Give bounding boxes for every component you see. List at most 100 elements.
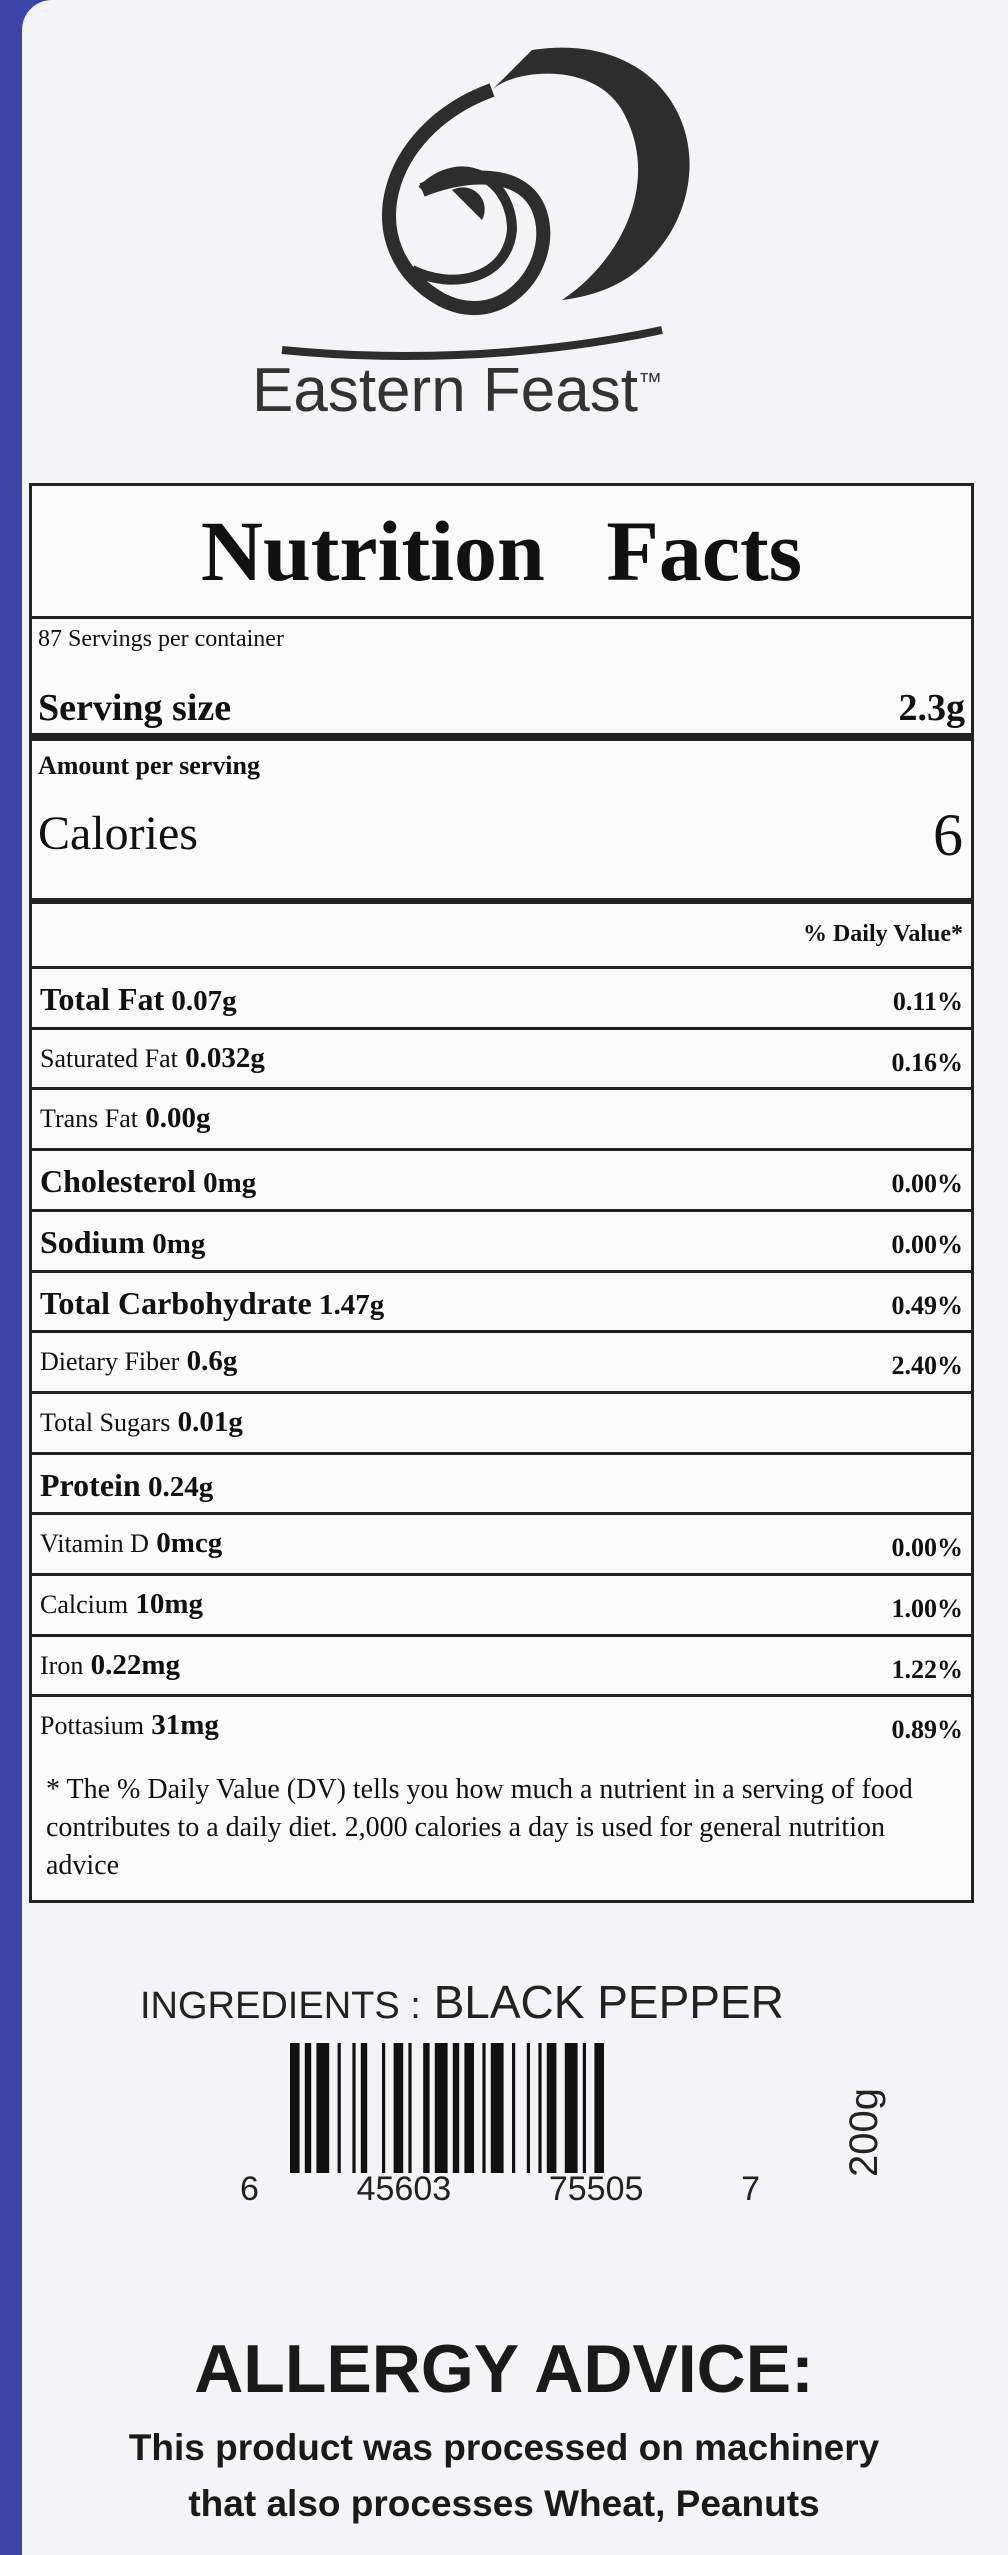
barcode-digits: 6 45603 75505 7	[240, 2170, 760, 2209]
nutrient-row: Total Carbohydrate 1.47g 0.49%	[32, 1269, 971, 1333]
nutrient: Trans Fat 0.00g	[40, 1102, 211, 1135]
logo	[281, 47, 690, 360]
barcode-bar	[337, 2043, 341, 2173]
barcode-digit-group: 45603	[356, 2170, 452, 2208]
barcode-bar	[408, 2043, 412, 2173]
nutrient: Cholesterol 0mg	[40, 1163, 256, 1200]
nutrient-amount: 0.24g	[147, 1470, 214, 1503]
ingredients-value: BLACK PEPPER	[433, 1976, 784, 2028]
nutrient-name: Total Sugars	[40, 1407, 171, 1437]
barcode-bar	[393, 2043, 404, 2173]
nutrient-amount: 0.01g	[177, 1405, 243, 1438]
dv-header: % Daily Value*	[802, 921, 963, 947]
allergy-title: ALLERGY ADVICE:	[194, 2331, 814, 2407]
brand: Eastern Feast™	[252, 355, 662, 426]
nutrient-dv: 0.89%	[891, 1715, 964, 1745]
nutrient: Protein 0.24g	[40, 1467, 213, 1504]
ingredients-label: INGREDIENTS :	[140, 1985, 421, 2027]
nutrient-name: Total Fat	[40, 981, 165, 1017]
nutrient: Dietary Fiber 0.6g	[40, 1345, 237, 1378]
servings: 87 Servings per container	[38, 626, 284, 652]
nutrient-amount: 0.00g	[145, 1102, 211, 1135]
nutrient: Total Carbohydrate 1.47g	[40, 1285, 384, 1322]
weight: 200g	[841, 2088, 886, 2177]
nutrient-row: Pottasium 31mg 0.89%	[32, 1694, 971, 1757]
barcode-bar	[423, 2043, 430, 2173]
barcode-digit-group: 6	[240, 2170, 259, 2208]
barcode-bar	[490, 2043, 504, 2173]
nutrient-dv: 1.22%	[891, 1654, 964, 1684]
nutrient: Total Sugars 0.01g	[40, 1406, 243, 1439]
nutrient-row: Iron 0.22mg 1.22%	[32, 1633, 971, 1697]
nutrient: Calcium 10mg	[40, 1588, 203, 1621]
nutrition-title: Nutrition Facts	[200, 503, 803, 599]
nutrient-name: Protein	[40, 1466, 141, 1503]
nutrition-facts: Nutrition Facts 87 Servings per containe…	[29, 483, 974, 1903]
barcode-digit-group: 75505	[548, 2170, 644, 2208]
barcode-bar	[482, 2043, 486, 2173]
nutrient-row: Protein 0.24g	[32, 1451, 971, 1515]
nutrient: Vitamin D 0mcg	[40, 1527, 222, 1560]
nutrient-row: Cholesterol 0mg 0.00%	[32, 1148, 971, 1211]
nutrient: Iron 0.22mg	[40, 1649, 180, 1682]
nutrient-row: Calcium 10mg 1.00%	[32, 1573, 971, 1636]
serving-size-label: Serving size	[38, 687, 232, 729]
barcode-bar	[526, 2043, 530, 2173]
nutrient-dv: 0.00%	[891, 1533, 964, 1563]
nutrient-name: Pottasium	[40, 1711, 145, 1741]
footnote: * The % Daily Value (DV) tells you how m…	[46, 1774, 913, 1881]
nutrient-name: Cholesterol	[40, 1163, 196, 1200]
barcode-bar	[452, 2043, 460, 2173]
nutrient-amount: 0.032g	[185, 1041, 265, 1074]
nutrient-amount: 0.07g	[171, 985, 237, 1017]
nutrient-name: Sodium	[40, 1223, 145, 1260]
calories-value: 6	[933, 802, 963, 868]
nutrient-amount: 0.22mg	[90, 1648, 180, 1681]
barcode-bar	[434, 2043, 448, 2173]
nutrient-row: Total Sugars 0.01g	[32, 1390, 971, 1454]
barcode-bar	[382, 2043, 386, 2173]
barcode-bar	[316, 2043, 330, 2173]
amount-per-serving: Amount per serving	[38, 751, 260, 780]
barcode-bar	[512, 2043, 516, 2173]
nutrient: Saturated Fat 0.032g	[40, 1042, 265, 1075]
brand-name: Eastern Feast	[252, 356, 638, 425]
barcode-bar	[564, 2043, 578, 2173]
nutrient-name: Dietary Fiber	[40, 1347, 180, 1377]
nutrient-dv: 0.16%	[891, 1047, 964, 1077]
nutrient-amount: 1.47g	[318, 1288, 385, 1321]
nutrient-dv: 1.00%	[891, 1594, 964, 1623]
nutrient-dv: 0.00%	[891, 1169, 964, 1199]
nutrient-name: Vitamin D	[40, 1529, 149, 1559]
nutrient-name: Saturated Fat	[40, 1043, 178, 1073]
barcode-bar	[546, 2043, 557, 2173]
barcode-bar	[352, 2043, 356, 2173]
nutrient-dv: 0.11%	[892, 987, 963, 1016]
trademark: ™	[637, 368, 662, 396]
allergy-line: This product was processed on machinery	[128, 2427, 880, 2468]
nutrient-row: Trans Fat 0.00g	[32, 1087, 971, 1150]
nutrient-amount: 0mcg	[156, 1527, 223, 1560]
nutrient-name: Total Carbohydrate	[40, 1284, 312, 1321]
nutrient-amount: 0mg	[203, 1167, 257, 1200]
barcode	[290, 2043, 604, 2173]
nutrient: Sodium 0mg	[40, 1224, 205, 1261]
nutrient-dv: 0.49%	[891, 1290, 964, 1320]
nutrient-amount: 10mg	[135, 1588, 204, 1620]
allergy-line: that also processes Wheat, Peanuts	[188, 2483, 820, 2524]
nutrient: Total Fat 0.07g	[40, 981, 237, 1018]
barcode-bar	[538, 2043, 542, 2173]
barcode-bar	[290, 2043, 300, 2173]
nutrient-row: Dietary Fiber 0.6g 2.40%	[32, 1330, 971, 1393]
barcode-bar	[594, 2043, 604, 2173]
nutrient-row: Saturated Fat 0.032g 0.16%	[32, 1026, 971, 1090]
nutrient-row: Vitamin D 0mcg 0.00%	[32, 1512, 971, 1575]
nutrient-amount: 31mg	[151, 1709, 219, 1742]
nutrient-name: Iron	[40, 1650, 84, 1680]
nutrient-name: Calcium	[40, 1590, 129, 1619]
barcode-bar	[304, 2043, 312, 2173]
serving-size-value: 2.3g	[898, 687, 966, 729]
nutrient-dv: 0.00%	[891, 1229, 964, 1259]
barcode-bar	[360, 2043, 368, 2173]
